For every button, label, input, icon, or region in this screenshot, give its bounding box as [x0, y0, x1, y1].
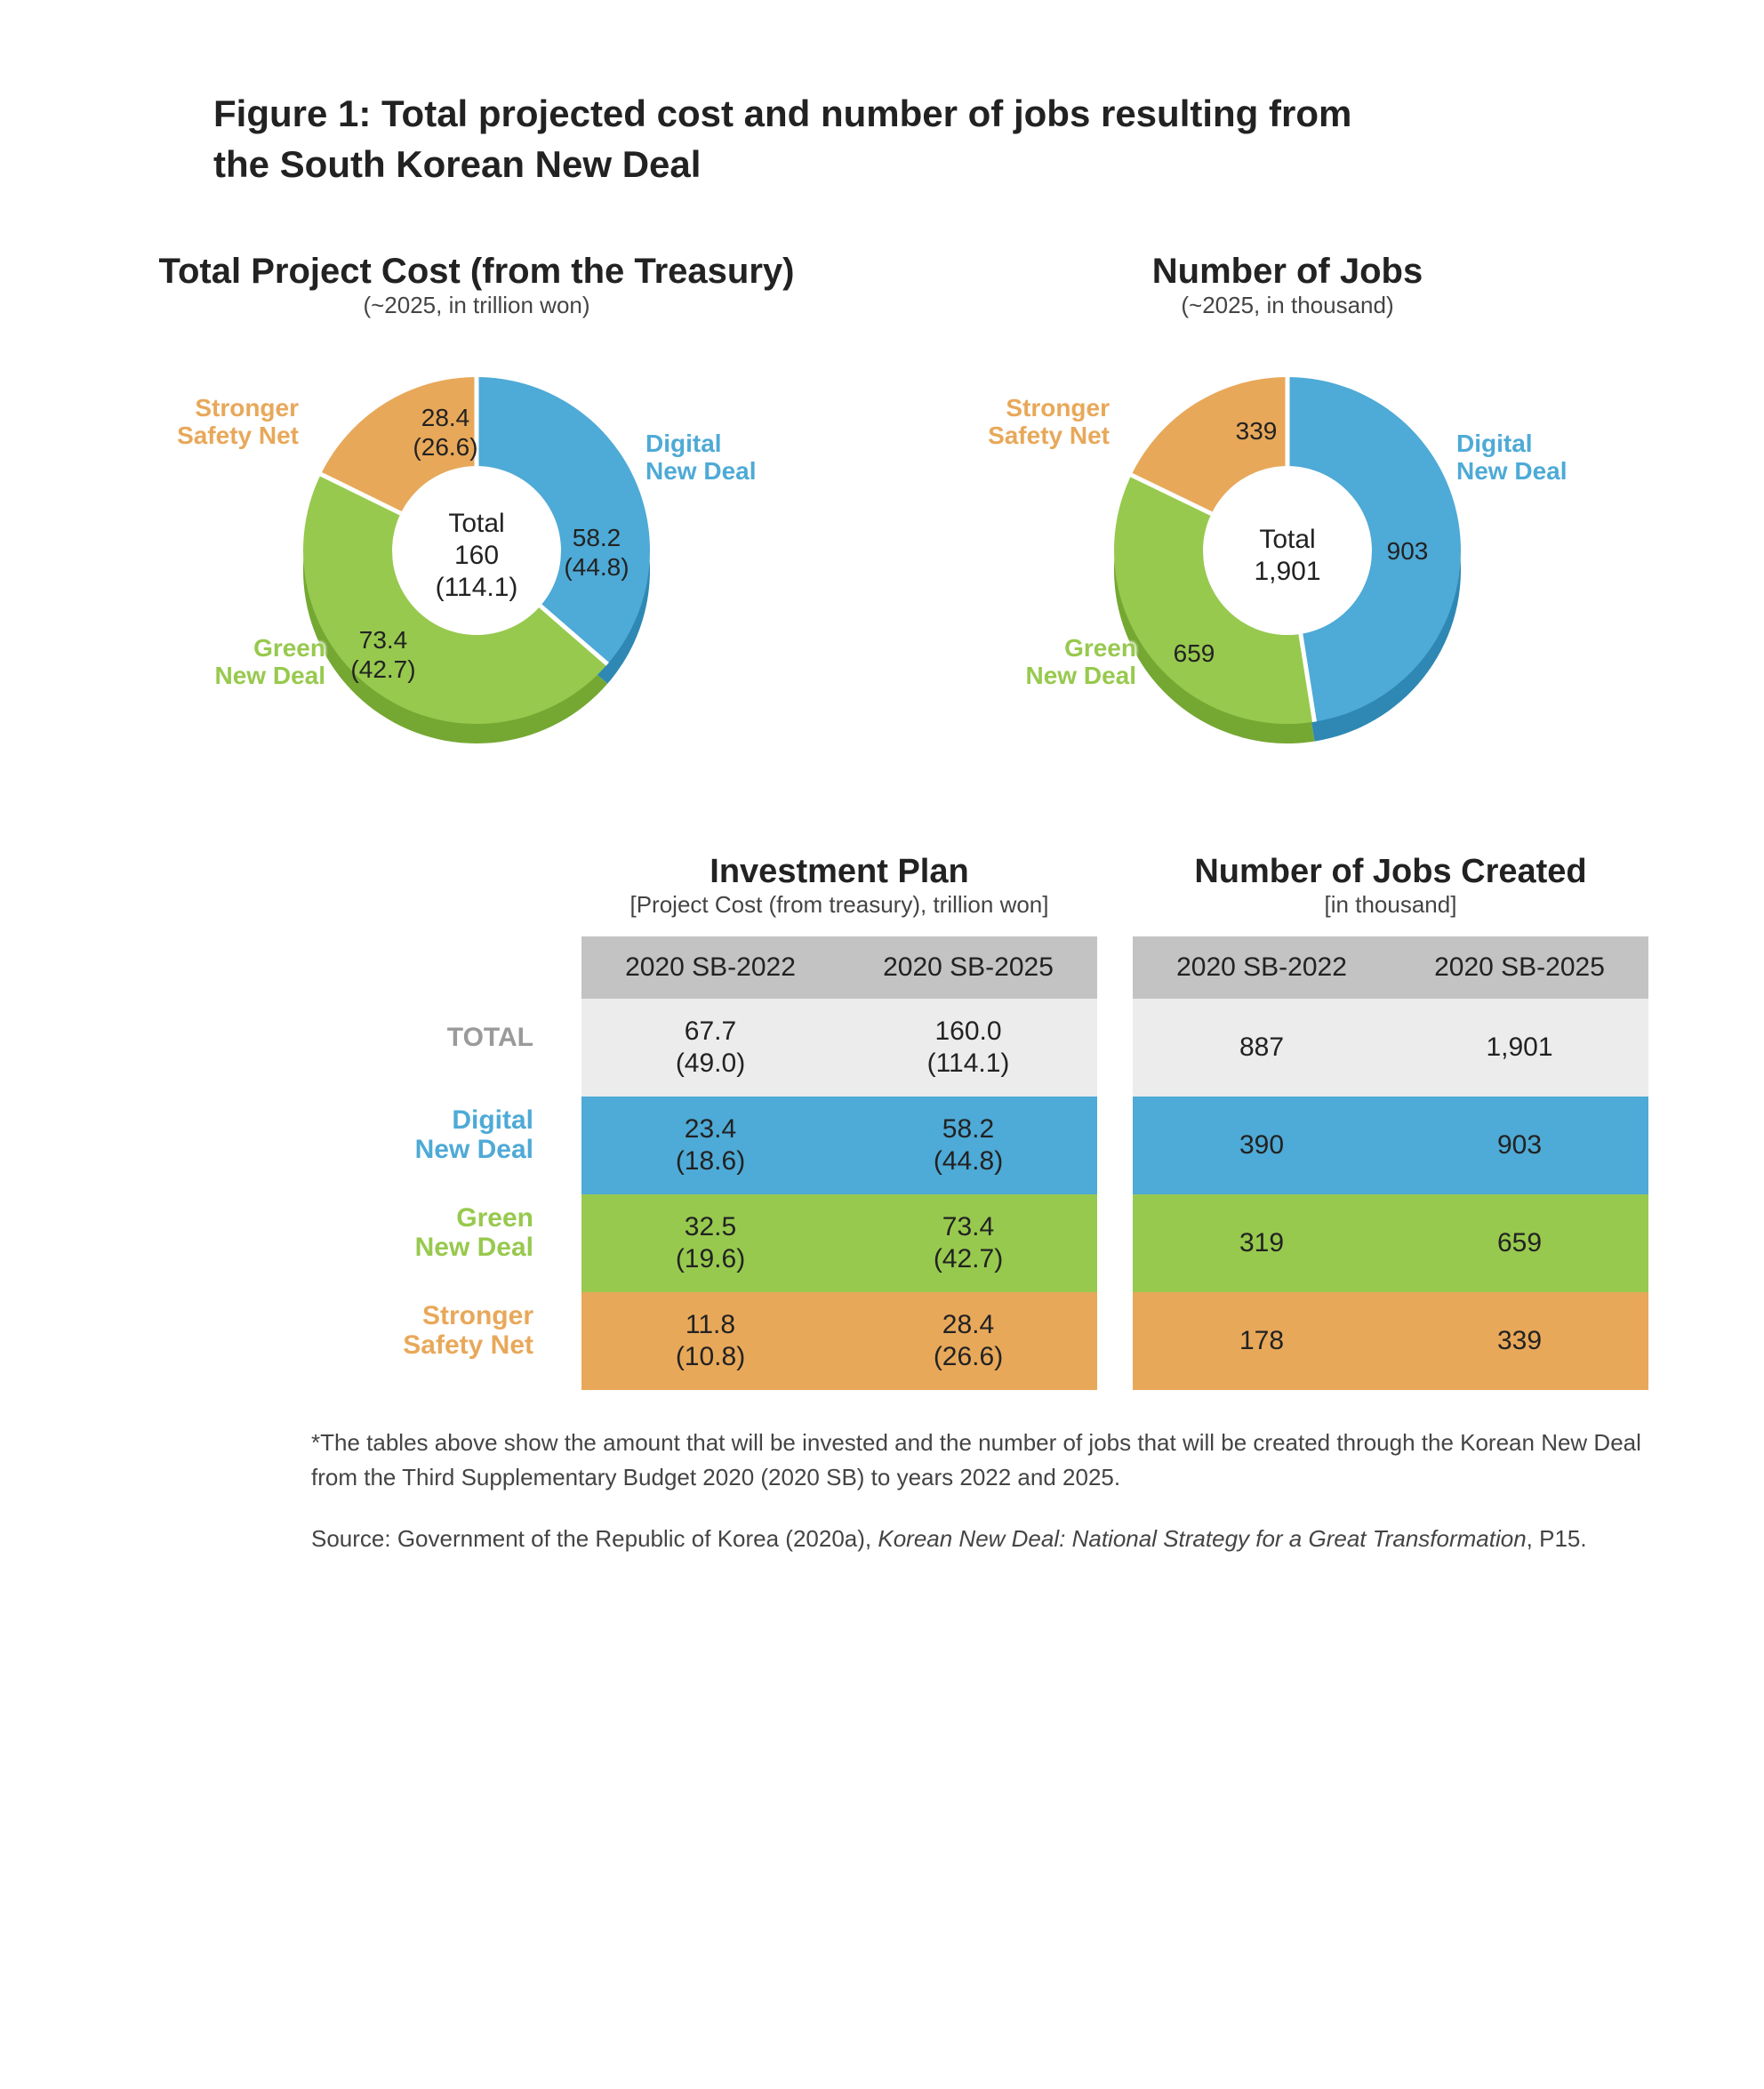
table-header: 2020 SB-2025: [839, 936, 1097, 999]
jobs-table: 2020 SB-20222020 SB-20258871,90139090331…: [1133, 936, 1648, 1390]
investment-table: 2020 SB-20222020 SB-202567.7(49.0)160.0(…: [581, 936, 1097, 1390]
table-row: 390903: [1133, 1097, 1648, 1194]
figure-title: Figure 1: Total projected cost and numbe…: [116, 89, 1648, 189]
chart-cost: Total Project Cost (from the Treasury) (…: [116, 252, 838, 773]
table-header: 2020 SB-2025: [1391, 936, 1648, 999]
slice-label-digital: DigitalNew Deal: [645, 430, 788, 486]
charts-row: Total Project Cost (from the Treasury) (…: [116, 252, 1648, 773]
donut-jobs: Total1,901DigitalNew Deal903GreenNew Dea…: [1038, 346, 1536, 773]
source-italic: Korean New Deal: National Strategy for a…: [878, 1525, 1526, 1552]
chart-jobs-subtitle: (~2025, in thousand): [926, 292, 1648, 319]
table-cell: 659: [1391, 1194, 1648, 1292]
table-cell: 73.4(42.7): [839, 1194, 1097, 1292]
row-label-digital: DigitalNew Deal: [359, 1086, 546, 1184]
table-investment-subtitle: [Project Cost (from treasury), trillion …: [581, 891, 1097, 919]
table-cell: 319: [1133, 1194, 1391, 1292]
source: Source: Government of the Republic of Ko…: [116, 1522, 1648, 1556]
row-label-total: TOTAL: [359, 988, 546, 1086]
slice-value-digital: 58.2(44.8): [557, 524, 637, 581]
slice-label-digital: DigitalNew Deal: [1456, 430, 1599, 486]
slice-value-green: 659: [1154, 639, 1234, 668]
table-row: 178339: [1133, 1292, 1648, 1390]
source-prefix: Source: Government of the Republic of Ko…: [311, 1525, 878, 1552]
slice-value-digital: 903: [1367, 537, 1447, 566]
table-cell: 390: [1133, 1097, 1391, 1194]
row-label-safety: StrongerSafety Net: [359, 1282, 546, 1379]
table-row: 32.5(19.6)73.4(42.7): [581, 1194, 1097, 1292]
table-jobs-title: Number of Jobs Created: [1133, 853, 1648, 891]
chart-cost-subtitle: (~2025, in trillion won): [116, 292, 838, 319]
table-row: 11.8(10.8)28.4(26.6): [581, 1292, 1097, 1390]
donut-center-label: Total1,901: [1216, 524, 1359, 588]
slice-label-green: GreenNew Deal: [994, 635, 1136, 690]
table-row: 67.7(49.0)160.0(114.1): [581, 999, 1097, 1097]
table-cell: 160.0(114.1): [839, 999, 1097, 1097]
donut-center-label: Total160(114.1): [405, 508, 548, 604]
table-cell: 11.8(10.8): [581, 1292, 839, 1390]
slice-value-safety: 28.4(26.6): [405, 404, 485, 461]
table-cell: 32.5(19.6): [581, 1194, 839, 1292]
table-investment-title: Investment Plan: [581, 853, 1097, 891]
chart-jobs-title: Number of Jobs: [926, 252, 1648, 292]
table-header: 2020 SB-2022: [1133, 936, 1391, 999]
slice-label-safety: StrongerSafety Net: [967, 395, 1110, 450]
table-investment: Investment Plan [Project Cost (from trea…: [581, 853, 1097, 1390]
table-cell: 887: [1133, 999, 1391, 1097]
table-jobs: Number of Jobs Created [in thousand] 202…: [1133, 853, 1648, 1390]
tables-row: TOTALDigitalNew DealGreenNew DealStronge…: [116, 853, 1648, 1390]
table-cell: 58.2(44.8): [839, 1097, 1097, 1194]
row-label-green: GreenNew Deal: [359, 1184, 546, 1282]
table-row: 23.4(18.6)58.2(44.8): [581, 1097, 1097, 1194]
footnote: *The tables above show the amount that w…: [116, 1426, 1648, 1495]
table-cell: 67.7(49.0): [581, 999, 839, 1097]
table-cell: 339: [1391, 1292, 1648, 1390]
table-cell: 23.4(18.6): [581, 1097, 839, 1194]
table-cell: 28.4(26.6): [839, 1292, 1097, 1390]
table-header: 2020 SB-2022: [581, 936, 839, 999]
chart-jobs: Number of Jobs (~2025, in thousand) Tota…: [926, 252, 1648, 773]
table-row: 319659: [1133, 1194, 1648, 1292]
slice-value-green: 73.4(42.7): [343, 626, 423, 683]
chart-cost-title: Total Project Cost (from the Treasury): [116, 252, 838, 292]
table-cell: 178: [1133, 1292, 1391, 1390]
table-cell: 903: [1391, 1097, 1648, 1194]
table-row: 8871,901: [1133, 999, 1648, 1097]
slice-value-safety: 339: [1216, 417, 1296, 446]
table-jobs-subtitle: [in thousand]: [1133, 891, 1648, 919]
slice-label-green: GreenNew Deal: [183, 635, 325, 690]
source-suffix: , P15.: [1527, 1525, 1587, 1552]
slice-label-safety: StrongerSafety Net: [156, 395, 299, 450]
donut-cost: Total160(114.1)DigitalNew Deal58.2(44.8)…: [228, 346, 726, 773]
row-labels: TOTALDigitalNew DealGreenNew DealStronge…: [359, 853, 546, 1390]
table-cell: 1,901: [1391, 999, 1648, 1097]
